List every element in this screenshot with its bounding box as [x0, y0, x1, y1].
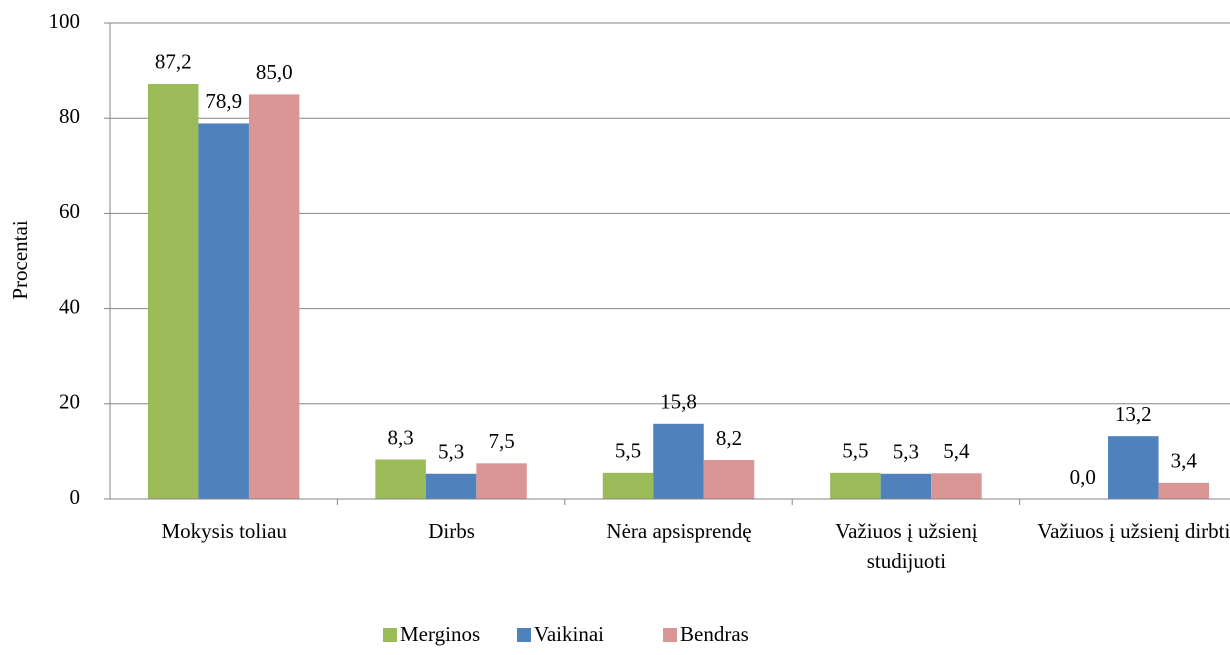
- value-label: 5,3: [438, 440, 464, 464]
- legend-label: Vaikinai: [534, 622, 604, 646]
- value-label: 8,2: [716, 426, 742, 450]
- x-tick-label: Dirbs: [428, 519, 475, 543]
- value-label: 5,5: [615, 439, 641, 463]
- bar: [653, 423, 704, 499]
- value-label: 0,0: [1070, 465, 1096, 489]
- value-label: 15,8: [660, 390, 697, 414]
- y-tick-label: 100: [49, 9, 81, 33]
- legend-label: Merginos: [400, 622, 480, 646]
- bar: [425, 473, 477, 499]
- bar: [476, 463, 527, 499]
- y-tick-label: 80: [59, 104, 80, 128]
- value-label: 5,5: [842, 439, 868, 463]
- value-label: 5,3: [893, 440, 919, 464]
- bar: [248, 94, 300, 500]
- legend-swatch: [383, 628, 397, 642]
- y-tick-label: 40: [59, 294, 80, 318]
- x-tick-label: Mokysis toliau: [161, 519, 287, 543]
- y-tick-label: 20: [59, 390, 80, 414]
- bar: [880, 473, 932, 499]
- bar: [198, 123, 249, 499]
- x-tick-label: Važiuos į užsienį studijuoti: [835, 519, 978, 573]
- bar: [703, 459, 755, 499]
- value-label: 78,9: [205, 89, 242, 113]
- value-label: 8,3: [387, 425, 413, 449]
- bar: [375, 459, 426, 499]
- value-label: 3,4: [1171, 449, 1198, 473]
- bar: [602, 472, 654, 499]
- bar: [147, 83, 199, 499]
- x-tick-label: Važiuos į užsienį dirbti: [1037, 519, 1230, 543]
- bar: [830, 472, 881, 499]
- legend-label: Bendras: [680, 622, 749, 646]
- value-label: 13,2: [1115, 402, 1152, 426]
- bar: [1158, 482, 1210, 499]
- x-tick-label: Nėra apsisprendę: [606, 519, 752, 543]
- value-label: 85,0: [256, 60, 293, 84]
- legend-swatch: [517, 628, 531, 642]
- value-label: 5,4: [943, 439, 970, 463]
- y-tick-label: 0: [70, 485, 81, 509]
- value-label: 7,5: [488, 429, 514, 453]
- y-axis-label: Procentai: [8, 220, 32, 299]
- y-tick-label: 60: [59, 199, 80, 223]
- bar: [1108, 436, 1159, 499]
- bar: [931, 473, 982, 499]
- value-label: 87,2: [155, 50, 192, 74]
- legend-swatch: [663, 628, 677, 642]
